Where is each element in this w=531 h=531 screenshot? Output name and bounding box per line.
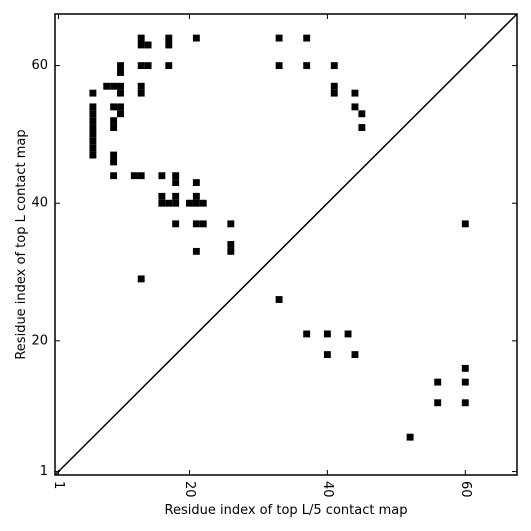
x-tick-label: 60 xyxy=(458,481,473,498)
contact-cell-top-l xyxy=(89,130,97,138)
contact-cell-top-l5 xyxy=(461,378,469,386)
contact-cell-top-l xyxy=(137,82,145,90)
contact-cell-top-l5 xyxy=(344,330,352,338)
contact-cell-top-l xyxy=(110,103,118,111)
contact-cell-top-l xyxy=(351,89,359,97)
contact-cell-top-l5 xyxy=(303,330,311,338)
contact-cell-top-l xyxy=(117,82,124,90)
contact-cell-top-l xyxy=(227,247,235,255)
contact-cell-top-l xyxy=(110,172,118,180)
contact-cell-top-l xyxy=(275,34,283,42)
contact-cell-top-l xyxy=(192,220,200,228)
contact-cell-top-l xyxy=(165,41,173,49)
contact-cell-top-l xyxy=(165,34,173,42)
x-tick-label: 20 xyxy=(182,481,197,498)
y-tick-label: 1 xyxy=(40,464,48,479)
contact-cell-top-l xyxy=(130,172,138,180)
contact-cell-top-l5 xyxy=(461,220,469,228)
contact-cell-top-l5 xyxy=(323,330,331,338)
contact-cell-top-l xyxy=(165,62,173,70)
contact-cell-top-l xyxy=(227,241,235,248)
contact-cell-top-l xyxy=(172,192,180,200)
plot-frame xyxy=(54,13,518,476)
contact-cell-top-l xyxy=(172,199,180,207)
x-axis-title: Residue index of top L/5 contact map xyxy=(165,503,408,518)
contact-cell-top-l xyxy=(165,199,173,207)
x-tick-label: 40 xyxy=(320,481,335,498)
contact-cell-top-l xyxy=(89,89,97,97)
contact-cell-top-l xyxy=(89,137,97,145)
contact-cell-top-l xyxy=(89,144,97,152)
contact-cells xyxy=(89,34,469,441)
contact-cell-top-l xyxy=(110,82,118,90)
contact-cell-top-l xyxy=(110,124,118,131)
contact-cell-top-l xyxy=(186,199,193,207)
contact-cell-top-l xyxy=(137,275,145,283)
contact-cell-top-l xyxy=(358,124,366,131)
contact-cell-top-l5 xyxy=(323,351,331,359)
contact-cell-top-l xyxy=(89,110,97,118)
contact-cell-top-l xyxy=(137,41,145,49)
contact-cell-top-l xyxy=(89,124,97,131)
contact-cell-top-l xyxy=(117,62,124,70)
contact-cell-top-l xyxy=(192,34,200,42)
contact-cell-top-l xyxy=(89,103,97,111)
axis-ticks: 1 20 40 60 1 20 40 60 xyxy=(31,14,517,498)
contact-cell-top-l xyxy=(137,172,145,180)
contact-cell-top-l xyxy=(117,103,124,111)
diagonal-line xyxy=(54,13,518,476)
contact-cell-top-l xyxy=(227,220,235,228)
contact-cell-top-l xyxy=(351,103,359,111)
contact-cell-top-l xyxy=(172,179,180,187)
contact-cell-top-l xyxy=(89,151,97,159)
contact-cell-top-l xyxy=(192,179,200,187)
contact-cell-top-l xyxy=(303,62,311,70)
contact-cell-top-l xyxy=(110,151,118,159)
contact-cell-top-l5 xyxy=(275,296,283,303)
contact-cell-top-l xyxy=(158,172,166,180)
contact-cell-top-l xyxy=(110,158,118,166)
y-tick-label: 20 xyxy=(31,333,48,348)
contact-cell-top-l xyxy=(144,41,152,49)
contact-cell-top-l5 xyxy=(406,433,414,441)
contact-cell-top-l xyxy=(199,199,207,207)
contact-cell-top-l xyxy=(110,117,118,125)
contact-cell-top-l5 xyxy=(434,399,442,407)
contact-cell-top-l xyxy=(137,62,145,70)
contact-cell-top-l xyxy=(137,34,145,42)
contact-cell-top-l xyxy=(303,34,311,42)
contact-cell-top-l xyxy=(103,82,111,90)
contact-cell-top-l xyxy=(158,199,166,207)
contact-cell-top-l xyxy=(330,82,338,90)
contact-cell-top-l xyxy=(192,247,200,255)
contact-cell-top-l5 xyxy=(434,378,442,386)
contact-cell-top-l xyxy=(358,110,366,118)
contact-cell-top-l xyxy=(158,192,166,200)
contact-cell-top-l xyxy=(199,220,207,228)
contact-cell-top-l xyxy=(117,89,124,97)
y-tick-label: 60 xyxy=(31,58,48,73)
y-tick-label: 40 xyxy=(31,196,48,211)
contact-cell-top-l xyxy=(144,62,152,70)
contact-cell-top-l xyxy=(172,172,180,180)
contact-cell-top-l5 xyxy=(461,364,469,372)
contact-cell-top-l xyxy=(192,192,200,200)
contact-cell-top-l5 xyxy=(461,399,469,407)
x-tick-label: 1 xyxy=(51,481,66,489)
contact-cell-top-l xyxy=(137,89,145,97)
contact-cell-top-l xyxy=(330,89,338,97)
contact-cell-top-l xyxy=(275,62,283,70)
contact-cell-top-l xyxy=(172,220,180,228)
contact-cell-top-l5 xyxy=(351,351,359,359)
contact-cell-top-l xyxy=(330,62,338,70)
contact-cell-top-l xyxy=(192,199,200,207)
y-axis-title: Residue index of top L contact map xyxy=(14,129,29,359)
contact-cell-top-l xyxy=(89,117,97,125)
contact-cell-top-l xyxy=(117,69,124,76)
contact-cell-top-l xyxy=(117,110,124,118)
